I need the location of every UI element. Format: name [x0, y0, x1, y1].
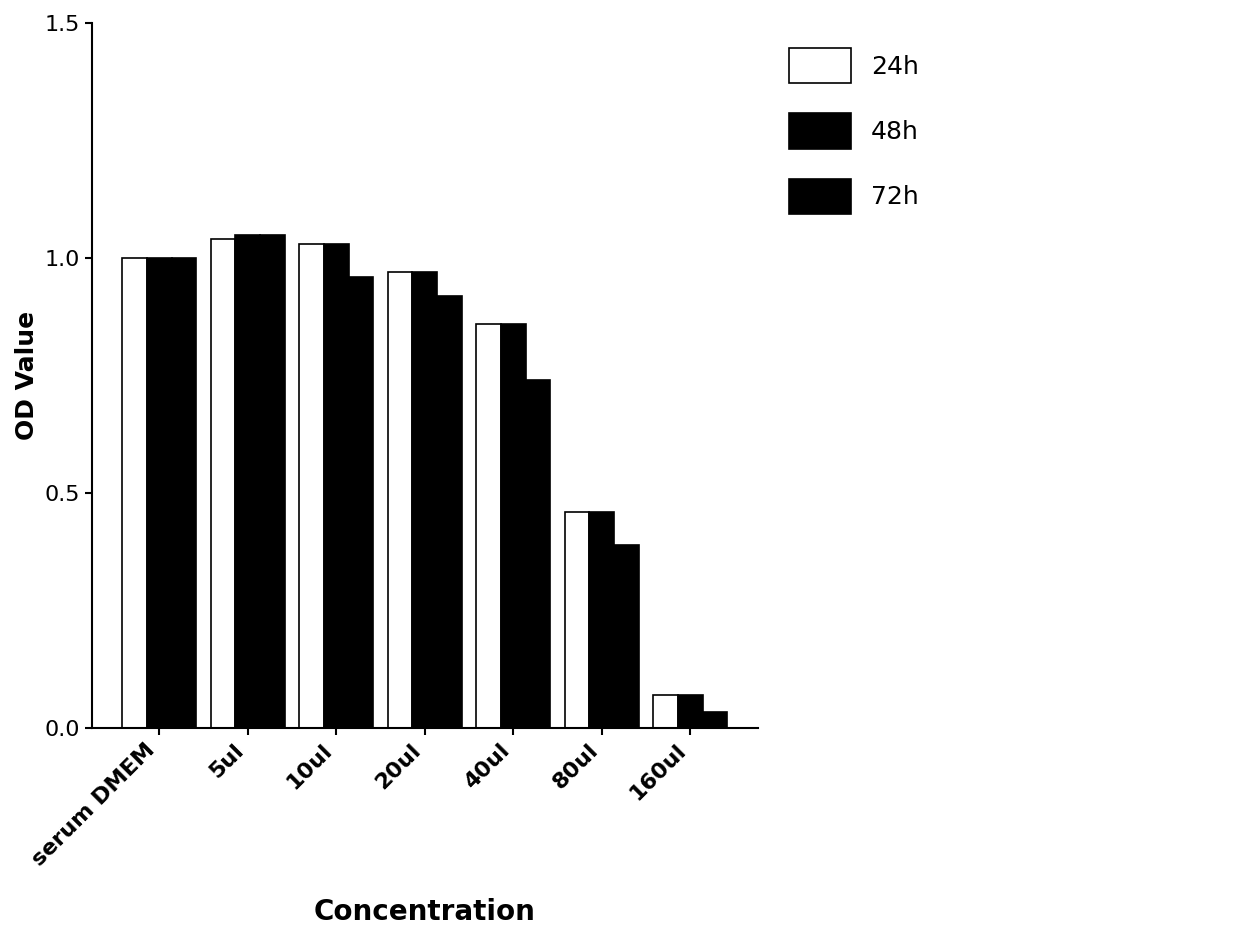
Bar	[526, 380, 551, 728]
Legend: 24h, 48h, 72h: 24h, 48h, 72h	[776, 36, 931, 227]
Bar	[388, 272, 413, 728]
Bar	[260, 234, 285, 728]
Bar	[413, 272, 438, 728]
Bar	[501, 324, 526, 728]
Bar	[211, 239, 236, 728]
Bar	[299, 244, 324, 728]
X-axis label: Concentration: Concentration	[314, 898, 536, 926]
Bar	[678, 695, 703, 728]
Bar	[171, 258, 196, 728]
Bar	[324, 244, 348, 728]
Bar	[589, 512, 614, 728]
Bar	[564, 512, 589, 728]
Bar	[614, 545, 639, 728]
Bar	[703, 711, 728, 728]
Bar	[653, 695, 678, 728]
Bar	[146, 258, 171, 728]
Bar	[348, 277, 373, 728]
Bar	[236, 234, 260, 728]
Y-axis label: OD Value: OD Value	[15, 311, 38, 440]
Bar	[122, 258, 146, 728]
Bar	[476, 324, 501, 728]
Bar	[438, 295, 463, 728]
